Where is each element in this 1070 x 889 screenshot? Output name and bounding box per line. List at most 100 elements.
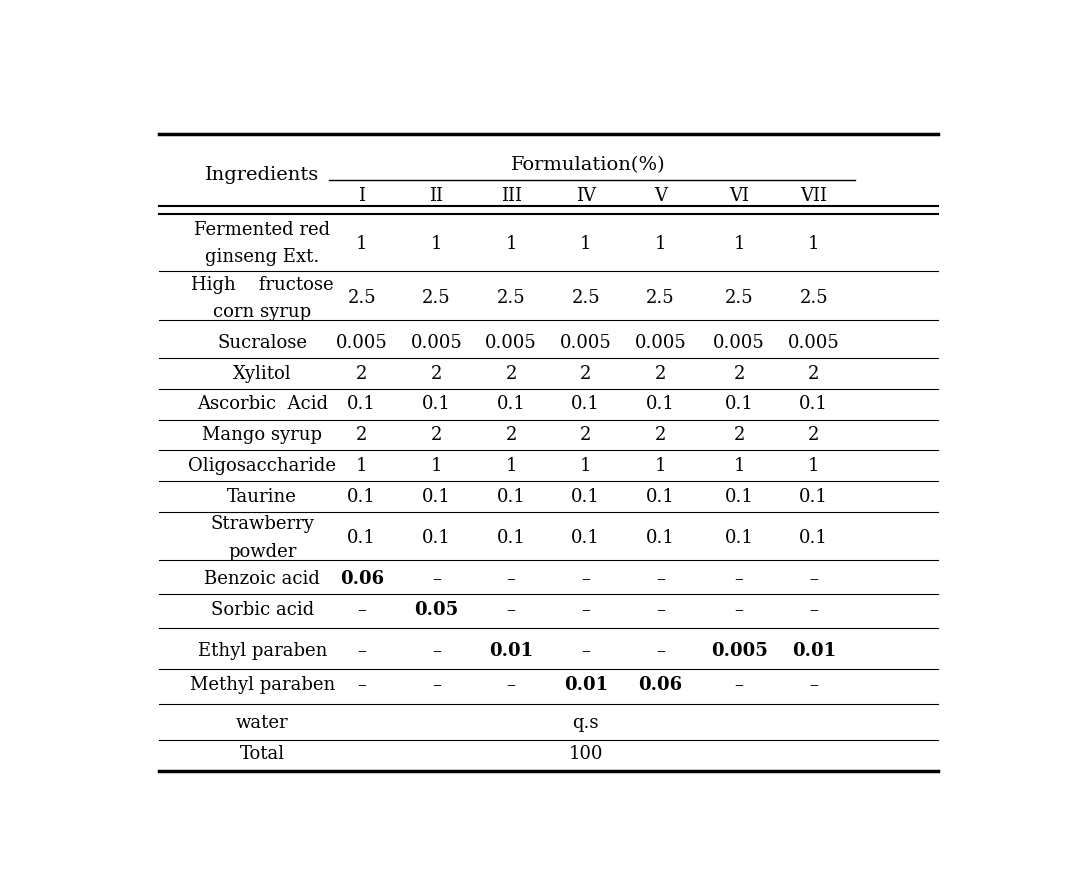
Text: 0.1: 0.1 [724,529,753,547]
Text: I: I [358,187,365,204]
Text: 1: 1 [431,235,442,252]
Text: 2: 2 [580,364,592,382]
Text: –: – [581,642,591,660]
Text: Benzoic acid: Benzoic acid [204,570,320,588]
Text: –: – [432,570,441,588]
Text: 1: 1 [808,457,820,475]
Text: –: – [432,642,441,660]
Text: 0.005: 0.005 [635,334,686,352]
Text: 2.5: 2.5 [496,289,525,308]
Text: VI: VI [729,187,749,204]
Text: Ingredients: Ingredients [205,166,320,184]
Text: 1: 1 [356,457,367,475]
Text: 1: 1 [655,235,666,252]
Text: 0.1: 0.1 [646,488,675,506]
Text: Total: Total [240,745,285,763]
Text: –: – [735,570,744,588]
Text: 0.005: 0.005 [485,334,537,352]
Text: ginseng Ext.: ginseng Ext. [205,248,320,267]
Text: 2.5: 2.5 [724,289,753,308]
Text: –: – [506,570,516,588]
Text: 0.1: 0.1 [348,396,377,413]
Text: 0.1: 0.1 [799,488,828,506]
Text: Strawberry: Strawberry [211,516,315,533]
Text: 0.005: 0.005 [560,334,612,352]
Text: 2: 2 [431,426,442,444]
Text: corn syrup: corn syrup [213,303,311,321]
Text: –: – [656,642,664,660]
Text: 0.01: 0.01 [489,642,533,660]
Text: 2: 2 [356,364,367,382]
Text: Oligosaccharide: Oligosaccharide [188,457,336,475]
Text: 2.5: 2.5 [646,289,675,308]
Text: 2: 2 [431,364,442,382]
Text: 1: 1 [431,457,442,475]
Text: 0.1: 0.1 [496,396,525,413]
Text: 2: 2 [580,426,592,444]
Text: 0.1: 0.1 [799,529,828,547]
Text: High    fructose: High fructose [190,276,334,293]
Text: 0.1: 0.1 [348,488,377,506]
Text: 1: 1 [580,457,592,475]
Text: –: – [809,601,819,619]
Text: –: – [581,601,591,619]
Text: 0.1: 0.1 [571,529,600,547]
Text: 2: 2 [733,426,745,444]
Text: 1: 1 [505,235,517,252]
Text: –: – [357,601,366,619]
Text: 0.1: 0.1 [422,529,450,547]
Text: 0.005: 0.005 [710,642,767,660]
Text: –: – [581,570,591,588]
Text: 0.01: 0.01 [792,642,836,660]
Text: –: – [656,570,664,588]
Text: Ascorbic  Acid: Ascorbic Acid [197,396,327,413]
Text: 2: 2 [808,364,820,382]
Text: 0.1: 0.1 [496,529,525,547]
Text: 0.005: 0.005 [336,334,387,352]
Text: 2: 2 [655,364,666,382]
Text: VII: VII [800,187,827,204]
Text: 0.06: 0.06 [639,677,683,694]
Text: –: – [357,642,366,660]
Text: Formulation(%): Formulation(%) [510,156,666,174]
Text: 2.5: 2.5 [348,289,377,308]
Text: 0.1: 0.1 [724,396,753,413]
Text: 0.1: 0.1 [422,488,450,506]
Text: –: – [809,677,819,694]
Text: 2.5: 2.5 [799,289,828,308]
Text: Mango syrup: Mango syrup [202,426,322,444]
Text: 1: 1 [808,235,820,252]
Text: 0.06: 0.06 [340,570,384,588]
Text: 0.1: 0.1 [422,396,450,413]
Text: –: – [506,677,516,694]
Text: Sorbic acid: Sorbic acid [211,601,314,619]
Text: 2: 2 [733,364,745,382]
Text: water: water [236,714,289,732]
Text: 0.1: 0.1 [571,488,600,506]
Text: 1: 1 [580,235,592,252]
Text: 2.5: 2.5 [571,289,600,308]
Text: 0.1: 0.1 [646,529,675,547]
Text: –: – [506,601,516,619]
Text: –: – [357,677,366,694]
Text: 100: 100 [568,745,602,763]
Text: Taurine: Taurine [227,488,297,506]
Text: powder: powder [228,542,296,561]
Text: –: – [809,570,819,588]
Text: 1: 1 [505,457,517,475]
Text: 0.1: 0.1 [799,396,828,413]
Text: 2: 2 [356,426,367,444]
Text: –: – [735,677,744,694]
Text: 0.1: 0.1 [571,396,600,413]
Text: 2: 2 [808,426,820,444]
Text: III: III [501,187,521,204]
Text: 2: 2 [655,426,666,444]
Text: 0.005: 0.005 [714,334,765,352]
Text: 2.5: 2.5 [422,289,450,308]
Text: 1: 1 [733,235,745,252]
Text: 0.1: 0.1 [724,488,753,506]
Text: Methyl paraben: Methyl paraben [189,677,335,694]
Text: q.s: q.s [572,714,599,732]
Text: Ethyl paraben: Ethyl paraben [198,642,327,660]
Text: 0.1: 0.1 [496,488,525,506]
